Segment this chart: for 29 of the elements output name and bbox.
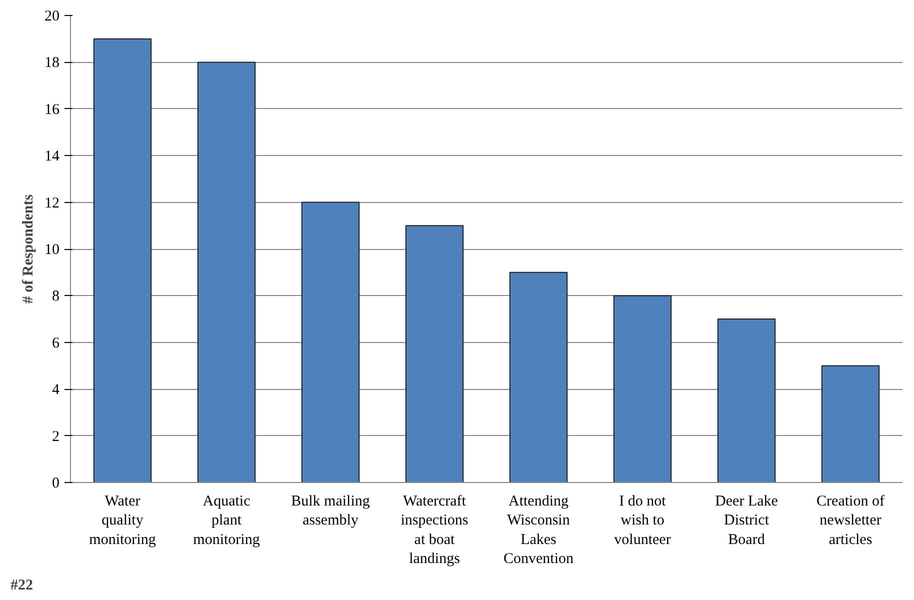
y-axis-title: # of Respondents: [20, 194, 36, 304]
x-tick-label: Creation of newsletter articles: [816, 494, 884, 548]
y-tick-label: 0: [52, 476, 60, 492]
y-tick-label: 4: [52, 382, 60, 398]
y-tick-label: 14: [44, 148, 60, 165]
x-tick-label: I do not wish to volunteer: [614, 494, 671, 548]
x-tick-label: Watercraft inspections at boat landings: [400, 494, 468, 568]
y-tick-label: 12: [44, 195, 60, 212]
bar: [717, 318, 776, 482]
bar: [197, 62, 256, 482]
y-tick-label: 2: [52, 428, 60, 445]
y-tick-label: 18: [44, 55, 60, 72]
x-tick-label: Attending Wisconsin Lakes Convention: [504, 494, 574, 568]
text: #22: [10, 578, 33, 594]
y-tick-label: 10: [44, 242, 60, 258]
bar: [613, 295, 672, 482]
bar: [301, 202, 360, 482]
bar: [509, 272, 568, 482]
bar: [405, 225, 464, 482]
y-tick-label: 20: [44, 8, 60, 24]
y-tick-label: 6: [52, 335, 60, 352]
y-tick-label: 8: [52, 288, 60, 305]
y-tick-label: 16: [44, 102, 60, 118]
bar: [93, 38, 152, 482]
x-tick-label: Bulk mailing assembly: [291, 494, 370, 529]
x-tick-label: Aquatic plant monitoring: [193, 494, 260, 548]
x-tick-label: Deer Lake District Board: [715, 494, 778, 548]
x-tick-label: Water quality monitoring: [89, 494, 156, 548]
bar: [821, 365, 880, 482]
